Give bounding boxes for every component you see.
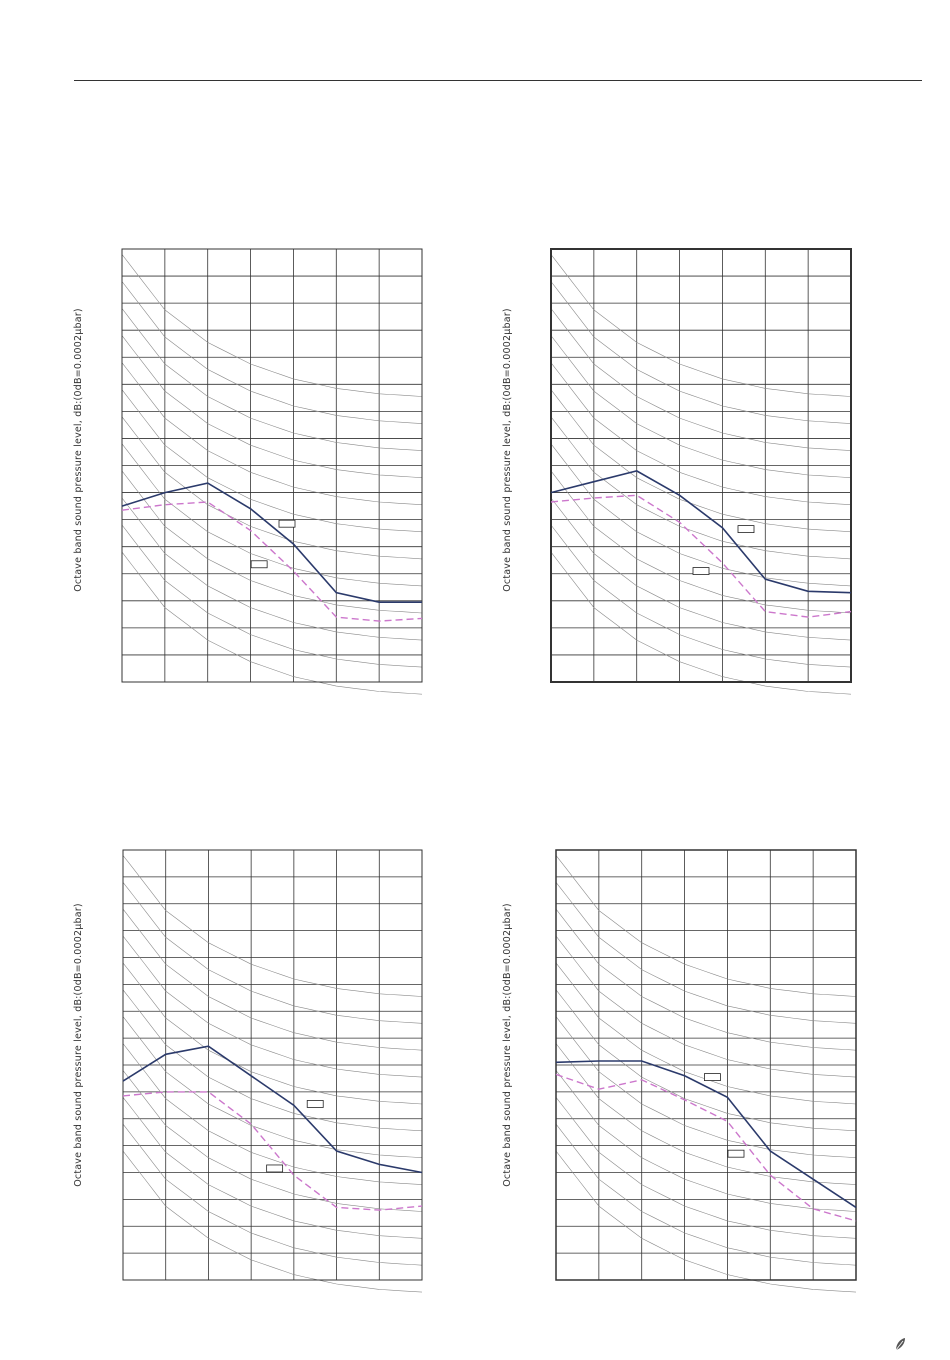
nc-curve	[122, 962, 423, 1105]
grid	[122, 249, 422, 682]
label-box	[278, 519, 296, 528]
nc-curve	[550, 281, 852, 424]
nc-curve	[550, 497, 852, 641]
nc-curves	[122, 855, 423, 1293]
grid	[551, 249, 851, 682]
nc-curve	[550, 254, 852, 397]
nc-curve	[122, 855, 423, 997]
nc-curve	[555, 855, 857, 997]
series-line-dashed	[555, 1073, 857, 1222]
chart-plot-2	[550, 248, 852, 695]
nc-curve	[121, 308, 423, 451]
header-rule	[74, 80, 922, 81]
series-line-dashed	[121, 501, 423, 622]
y-axis-label-1: Octave band sound pressure level, dB:(0d…	[73, 308, 84, 592]
plot-frame	[550, 248, 852, 683]
nc-curve	[550, 362, 852, 505]
nc-curve	[550, 470, 852, 614]
nc-curve	[121, 281, 423, 424]
y-axis-label-3: Octave band sound pressure level, dB:(0d…	[73, 903, 84, 1187]
label-box	[306, 1100, 324, 1108]
nc-curve	[122, 935, 423, 1078]
y-axis-label-4: Octave band sound pressure level, dB:(0d…	[502, 903, 513, 1187]
label-box	[250, 560, 268, 569]
nc-curve	[122, 1123, 423, 1266]
nc-curve	[122, 1016, 423, 1158]
chart-plot-4	[555, 849, 857, 1293]
leaf-icon	[895, 1338, 905, 1351]
nc-curve	[550, 524, 852, 668]
nc-curve	[555, 908, 857, 1051]
nc-curve	[121, 524, 423, 668]
nc-curve	[550, 416, 852, 560]
nc-curve	[555, 1123, 857, 1266]
nc-curve	[122, 1070, 423, 1212]
nc-curve	[550, 443, 852, 587]
series-line-solid	[122, 1045, 423, 1174]
nc-curve	[122, 1150, 423, 1293]
plot-frame	[122, 849, 423, 1281]
plot-frame	[555, 849, 857, 1281]
nc-curve	[555, 1016, 857, 1158]
chart-plot-1	[121, 248, 423, 695]
series-line-dashed	[122, 1091, 423, 1211]
label-box	[727, 1149, 745, 1158]
nc-curve	[550, 335, 852, 478]
grid	[123, 850, 422, 1280]
nc-curves	[550, 254, 852, 695]
chart-plot-3	[122, 849, 423, 1293]
nc-curve	[121, 416, 423, 560]
label-box	[266, 1164, 284, 1173]
series-line-solid	[550, 470, 852, 594]
nc-curve	[555, 1070, 857, 1212]
nc-curve	[121, 335, 423, 478]
nc-curve	[121, 362, 423, 505]
nc-curve	[122, 1097, 423, 1239]
nc-curve	[550, 551, 852, 695]
nc-curve	[121, 389, 423, 533]
grid	[556, 850, 856, 1280]
nc-curve	[555, 1097, 857, 1239]
nc-curve	[550, 389, 852, 533]
nc-curve	[122, 908, 423, 1051]
nc-curve	[121, 254, 423, 397]
nc-curve	[122, 882, 423, 1024]
y-axis-label-2: Octave band sound pressure level, dB:(0d…	[502, 308, 513, 592]
nc-curve	[555, 935, 857, 1078]
series-line-solid	[555, 1060, 857, 1209]
nc-curve	[555, 1150, 857, 1293]
nc-curve	[555, 1043, 857, 1185]
label-box	[704, 1073, 721, 1081]
nc-curve	[121, 497, 423, 641]
label-box	[692, 567, 710, 575]
nc-curve	[550, 308, 852, 451]
label-box	[737, 525, 755, 533]
nc-curve	[121, 470, 423, 614]
nc-curve	[555, 882, 857, 1024]
series-line-dashed	[550, 494, 852, 618]
nc-curve	[555, 989, 857, 1132]
nc-curve	[122, 1043, 423, 1185]
nc-curves	[121, 254, 423, 695]
nc-curve	[121, 551, 423, 695]
series-line-solid	[121, 482, 422, 604]
nc-curve	[122, 989, 423, 1132]
nc-curves	[555, 855, 857, 1293]
plot-frame	[121, 248, 423, 683]
